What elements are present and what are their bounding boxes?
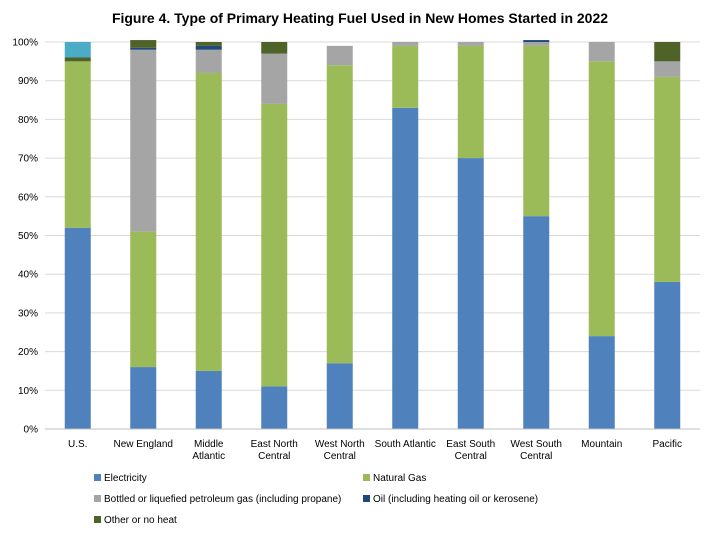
y-axis-ticks: 0% 10% 20% 30% 40% 50% 60% 70% 80% 90% 100% [12,38,38,436]
x-tick-label: Central [324,451,356,462]
bar-segment [130,47,157,50]
bar-segment [654,76,681,282]
bar-segment [523,45,550,217]
y-tick-label: 70% [18,154,38,165]
x-tick-label: East South [446,439,495,450]
bar-segment [457,45,484,159]
x-tick-label: South Atlantic [375,439,436,450]
x-tick-label: East North [251,439,298,450]
bar-segment [654,281,681,429]
bar-segment [457,42,484,46]
legend-swatch [363,495,370,502]
bar-segment [654,61,681,77]
bar-segment [195,49,222,73]
x-tick-label: Central [520,451,552,462]
legend-label: Oil (including heating oil or kerosene) [373,494,538,505]
y-tick-label: 40% [18,270,38,281]
bar-segment [392,45,419,108]
bar-segment [130,367,157,429]
bar-segment [195,370,222,429]
bar-segment [64,42,91,58]
x-tick-label: Pacific [653,439,682,450]
y-tick-label: 30% [18,308,38,319]
x-tick-label: Central [455,451,487,462]
bar-segment [130,40,157,48]
bar-segment [130,49,157,232]
bars [64,40,681,429]
bar-segment [195,72,222,371]
y-tick-label: 60% [18,192,38,203]
bar-segment [261,386,288,429]
bar-segment [392,107,419,429]
bar-segment [195,45,222,50]
y-tick-label: 0% [24,425,39,436]
bar-segment [588,61,615,337]
bar-segment [523,216,550,429]
bar-segment [392,42,419,46]
bar-segment [261,53,288,104]
bar-segment [64,227,91,429]
y-tick-label: 80% [18,115,38,126]
bar-segment [654,42,681,62]
x-tick-label: New England [114,439,173,450]
x-tick-label: West North [315,439,365,450]
legend-label: Natural Gas [373,473,426,484]
bar-segment [588,336,615,429]
bar-segment [130,231,157,368]
x-tick-label: U.S. [68,439,87,450]
legend-label: Other or no heat [104,515,177,526]
x-tick-label: Mountain [581,439,622,450]
y-tick-label: 50% [18,231,38,242]
y-tick-label: 90% [18,76,38,87]
legend-swatch [94,516,101,523]
bar-segment [523,42,550,46]
x-tick-label: West South [510,439,562,450]
legend-swatch [363,474,370,481]
legend-label: Bottled or liquefied petroleum gas (incl… [104,494,341,505]
legend-swatch [94,495,101,502]
y-tick-label: 20% [18,347,38,358]
bar-segment [261,103,288,387]
bar-segment [523,40,550,42]
chart-title: Figure 4. Type of Primary Heating Fuel U… [112,10,608,26]
y-tick-label: 10% [18,386,38,397]
legend: Electricity Natural Gas Bottled or liquefi… [94,473,538,526]
legend-swatch [94,474,101,481]
bar-segment [457,158,484,429]
bar-segment [326,45,353,66]
bar-segment [64,61,91,228]
bar-segment [326,65,353,364]
bar-segment [195,42,222,46]
x-tick-label: Middle [194,439,224,450]
y-tick-label: 100% [12,38,38,49]
bar-segment [261,42,288,54]
bar-segment [326,363,353,429]
legend-label: Electricity [104,473,147,484]
bar-segment [588,42,615,62]
x-tick-label: Central [258,451,290,462]
x-tick-label: Atlantic [192,451,225,462]
bar-segment [64,57,91,62]
